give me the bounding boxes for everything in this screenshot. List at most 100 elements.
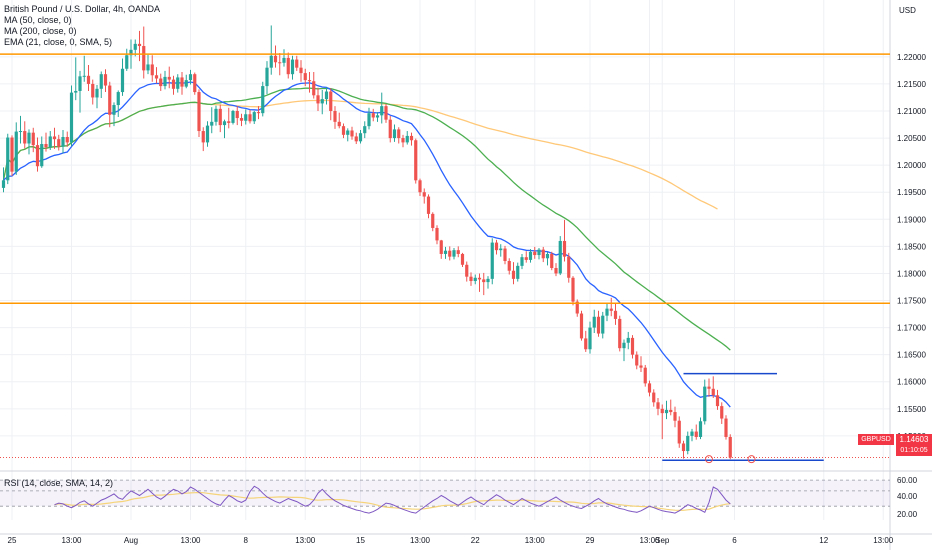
candle[interactable] <box>626 331 630 350</box>
candle-body[interactable] <box>6 137 10 181</box>
candle-body[interactable] <box>724 418 728 437</box>
candle[interactable] <box>193 72 197 95</box>
candle[interactable] <box>715 389 720 410</box>
candle-body[interactable] <box>503 248 507 261</box>
candle[interactable] <box>188 69 193 85</box>
candle-body[interactable] <box>193 74 197 93</box>
candle[interactable] <box>524 251 528 263</box>
candle-body[interactable] <box>545 253 550 259</box>
candle-body[interactable] <box>618 318 622 349</box>
candle-body[interactable] <box>681 443 686 452</box>
candle-body[interactable] <box>473 277 477 282</box>
candle-body[interactable] <box>239 118 244 121</box>
candle[interactable] <box>367 107 371 130</box>
candle-body[interactable] <box>48 136 52 148</box>
candle[interactable] <box>40 136 44 168</box>
candle[interactable] <box>273 45 278 68</box>
candle-body[interactable] <box>1 180 6 188</box>
candle[interactable] <box>282 49 286 67</box>
candle-body[interactable] <box>23 131 27 144</box>
candle-body[interactable] <box>698 421 703 437</box>
candle-body[interactable] <box>422 192 426 197</box>
candle-body[interactable] <box>282 57 286 63</box>
candle[interactable] <box>554 263 558 277</box>
candle-body[interactable] <box>74 90 78 93</box>
candle[interactable] <box>150 55 154 82</box>
candle[interactable] <box>724 415 728 440</box>
candle[interactable] <box>507 258 511 275</box>
candle-body[interactable] <box>622 342 626 349</box>
candle[interactable] <box>465 261 469 282</box>
candle[interactable] <box>469 272 473 286</box>
candle-body[interactable] <box>528 251 533 260</box>
candle[interactable] <box>363 121 367 139</box>
candle-body[interactable] <box>605 308 609 316</box>
candle[interactable] <box>592 309 596 334</box>
candle-body[interactable] <box>711 388 715 396</box>
candle-body[interactable] <box>61 136 65 147</box>
candle-body[interactable] <box>486 278 490 283</box>
candle-body[interactable] <box>448 250 452 257</box>
candle-body[interactable] <box>456 250 460 254</box>
candle[interactable] <box>456 246 460 258</box>
candle-body[interactable] <box>494 242 499 251</box>
candle-body[interactable] <box>626 337 630 343</box>
candle[interactable] <box>184 74 188 89</box>
candle-body[interactable] <box>516 265 520 279</box>
candle[interactable] <box>630 335 635 359</box>
candle[interactable] <box>613 303 618 325</box>
candle-body[interactable] <box>601 315 605 334</box>
candle[interactable] <box>562 219 567 262</box>
candle-body[interactable] <box>91 83 95 98</box>
candle-body[interactable] <box>82 75 86 77</box>
candle-body[interactable] <box>95 88 99 98</box>
candle[interactable] <box>346 128 350 142</box>
candle-body[interactable] <box>643 367 647 384</box>
candle-body[interactable] <box>418 180 422 193</box>
candle[interactable] <box>125 48 129 71</box>
candle[interactable] <box>448 246 452 261</box>
candle[interactable] <box>588 321 592 354</box>
candle[interactable] <box>14 122 18 175</box>
candle-body[interactable] <box>490 242 494 279</box>
candle[interactable] <box>494 239 499 255</box>
candle-body[interactable] <box>197 92 201 132</box>
candle-body[interactable] <box>375 115 380 118</box>
low-circle-marker[interactable] <box>747 455 756 464</box>
candle-body[interactable] <box>431 213 435 228</box>
candle-body[interactable] <box>299 67 303 74</box>
candle[interactable] <box>541 246 545 263</box>
candle-body[interactable] <box>265 67 269 87</box>
candle[interactable] <box>205 121 210 147</box>
candle[interactable] <box>405 131 409 145</box>
ema-legend[interactable]: EMA (21, close, 0, SMA, 5) <box>4 37 113 47</box>
candle[interactable] <box>31 127 35 153</box>
candle-body[interactable] <box>18 131 23 133</box>
candle[interactable] <box>499 244 503 257</box>
candle-body[interactable] <box>112 105 116 115</box>
candle-body[interactable] <box>252 112 256 122</box>
candle-body[interactable] <box>664 409 669 414</box>
candle-body[interactable] <box>703 386 707 422</box>
candle[interactable] <box>295 55 299 71</box>
candle[interactable] <box>307 72 312 93</box>
candle-body[interactable] <box>116 92 120 106</box>
candle-body[interactable] <box>261 86 265 114</box>
candles[interactable] <box>1 25 732 460</box>
candle-body[interactable] <box>439 240 443 254</box>
candle-body[interactable] <box>537 249 541 256</box>
candle[interactable] <box>316 87 320 112</box>
candle[interactable] <box>69 85 74 147</box>
candle-body[interactable] <box>154 75 159 79</box>
candle[interactable] <box>95 85 99 109</box>
candle[interactable] <box>154 67 159 84</box>
candle-body[interactable] <box>690 431 694 436</box>
candle[interactable] <box>435 225 439 245</box>
candle-body[interactable] <box>125 55 129 69</box>
candle-body[interactable] <box>52 136 57 140</box>
candle[interactable] <box>601 311 605 339</box>
candle-body[interactable] <box>579 313 584 339</box>
candle-body[interactable] <box>137 43 142 47</box>
candle-body[interactable] <box>171 79 176 89</box>
candle-body[interactable] <box>520 257 524 266</box>
